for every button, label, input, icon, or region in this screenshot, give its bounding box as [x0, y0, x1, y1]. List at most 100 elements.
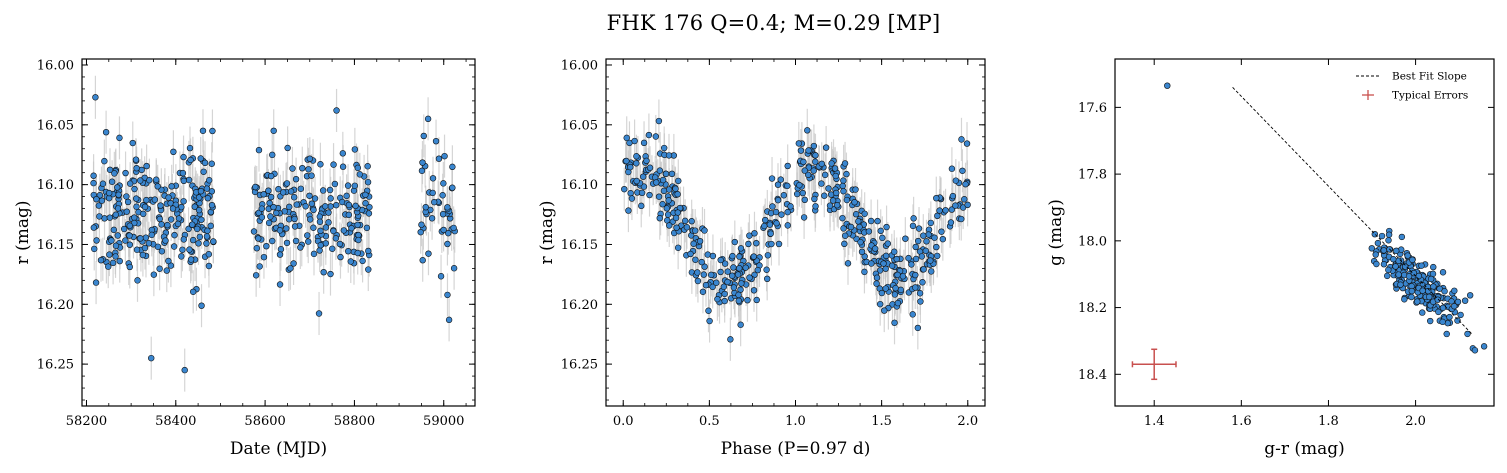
data-point	[1409, 256, 1416, 264]
data-point	[899, 273, 907, 280]
data-point	[306, 192, 313, 199]
data-point	[735, 297, 743, 305]
data-point	[208, 201, 216, 209]
data-point	[1398, 233, 1406, 241]
data-point	[165, 257, 172, 265]
data-point	[1418, 262, 1425, 269]
data-point	[287, 265, 294, 272]
data-point	[668, 170, 676, 178]
data-point	[927, 219, 935, 227]
data-point	[126, 180, 134, 187]
data-point	[339, 163, 347, 170]
data-point	[833, 189, 840, 197]
data-point	[812, 152, 819, 159]
data-point	[664, 211, 672, 218]
data-point	[844, 260, 852, 267]
data-point	[1419, 309, 1426, 316]
data-point	[343, 192, 350, 200]
y-tick-label: 18.4	[1078, 368, 1107, 383]
data-point	[868, 260, 875, 267]
data-point	[354, 164, 362, 172]
data-point	[683, 224, 691, 231]
data-point	[744, 296, 751, 304]
data-point	[115, 191, 122, 198]
data-point	[305, 238, 312, 245]
data-point	[162, 237, 169, 244]
plot-frame	[81, 58, 476, 407]
data-point	[746, 232, 753, 239]
data-point	[767, 230, 774, 237]
data-point	[362, 191, 369, 199]
data-point	[871, 245, 879, 252]
data-point	[699, 288, 707, 295]
data-point	[327, 270, 334, 278]
data-point	[1410, 269, 1418, 277]
x-tick-label: 58400	[155, 414, 196, 429]
data-point	[877, 227, 884, 235]
y-tick-label: 17.8	[1078, 168, 1107, 183]
data-point	[700, 271, 707, 278]
data-point	[187, 256, 195, 263]
data-point	[856, 223, 863, 231]
data-point	[141, 203, 149, 211]
data-point	[730, 264, 737, 271]
data-point	[1408, 293, 1415, 301]
data-point	[163, 267, 170, 274]
data-point	[882, 285, 889, 292]
data-point	[905, 254, 912, 262]
data-point	[339, 150, 347, 157]
data-point	[316, 218, 324, 225]
data-point	[364, 178, 372, 186]
data-point	[179, 246, 186, 253]
data-point	[745, 240, 752, 248]
data-point	[180, 236, 188, 243]
data-point	[111, 170, 118, 177]
data-point	[142, 234, 150, 241]
data-point	[168, 183, 175, 190]
data-point	[734, 271, 742, 278]
data-points	[621, 117, 971, 343]
data-point	[148, 354, 155, 362]
data-point	[170, 148, 177, 156]
data-point	[694, 269, 701, 276]
data-point	[432, 137, 440, 145]
data-point	[307, 216, 314, 223]
data-point	[189, 221, 196, 228]
data-point	[199, 127, 207, 134]
data-point	[775, 240, 783, 248]
data-point	[832, 172, 839, 180]
data-point	[878, 289, 886, 297]
data-point	[1430, 263, 1437, 271]
data-point	[753, 239, 760, 247]
data-point	[753, 296, 760, 304]
data-point	[310, 206, 317, 214]
x-tick-label: 2.0	[1405, 414, 1426, 429]
y-tick-label: 16.00	[561, 58, 598, 73]
data-point	[851, 198, 858, 206]
data-point	[132, 156, 140, 163]
data-point	[948, 206, 956, 213]
data-point	[210, 238, 217, 245]
data-point	[952, 177, 960, 184]
data-point	[93, 195, 100, 203]
data-point	[793, 190, 801, 198]
data-point	[146, 176, 153, 184]
data-point	[276, 281, 284, 288]
data-point	[1374, 239, 1382, 247]
data-point	[1466, 292, 1474, 299]
data-point	[417, 228, 424, 236]
y-tick-label: 16.10	[561, 178, 598, 193]
data-point	[818, 180, 825, 187]
data-point	[431, 198, 438, 206]
data-point	[449, 184, 456, 191]
data-point	[893, 255, 900, 263]
data-point	[164, 221, 171, 229]
data-point	[931, 234, 938, 241]
data-point	[255, 235, 262, 242]
data-point	[784, 182, 791, 190]
plot-frame	[1114, 58, 1495, 407]
data-point	[688, 218, 695, 225]
data-point	[445, 316, 453, 324]
data-point	[942, 207, 949, 214]
data-point	[250, 228, 258, 235]
